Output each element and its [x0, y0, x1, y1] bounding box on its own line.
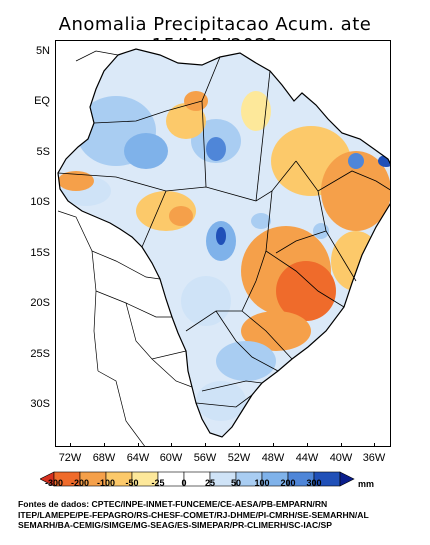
lon-label-44w: 44W — [295, 452, 319, 464]
legend-label-minus300: -300 — [44, 478, 63, 488]
lat-label-20s: 20S — [30, 297, 50, 309]
lon-label-72w: 72W — [58, 452, 82, 464]
lat-label-5s: 5S — [36, 146, 50, 158]
legend-label-200: 200 — [280, 478, 296, 488]
sources-line-2: ITEP/LAMEPE/PE-FEPAGRO/RS-CHESF-COMET/RJ… — [18, 509, 369, 520]
legend-label-minus100: -100 — [96, 478, 115, 488]
lat-label-25s: 25S — [30, 348, 50, 360]
lon-label-60w: 60W — [159, 452, 183, 464]
legend-label-minus50: -50 — [125, 478, 139, 488]
legend-label-minus200: -200 — [70, 478, 89, 488]
legend-label-50: 50 — [230, 478, 241, 488]
lat-label-10s: 10S — [30, 196, 50, 208]
legend-label-25: 25 — [204, 478, 215, 488]
lon-label-36w: 36W — [362, 452, 386, 464]
lon-label-52w: 52W — [227, 452, 251, 464]
legend-unit: mm — [358, 479, 375, 489]
legend-label-100: 100 — [254, 478, 270, 488]
sources-line-1: Fontes de dados: CPTEC/INPE-INMET-FUNCEM… — [18, 499, 328, 509]
lon-label-64w: 64W — [126, 452, 150, 464]
lon-label-48w: 48W — [261, 452, 285, 464]
sources-line-3: SEMARH/BA-CEMIG/SIMGE/MG-SEAG/ES-SIMEPAR… — [18, 520, 333, 530]
legend-label-300: 300 — [306, 478, 322, 488]
precipitation-anomaly-map — [55, 40, 391, 447]
lon-label-56w: 56W — [193, 452, 217, 464]
lat-label-eq: EQ — [34, 95, 50, 107]
lat-label-5n: 5N — [35, 45, 50, 57]
lon-label-68w: 68W — [92, 452, 116, 464]
data-sources: Fontes de dados: CPTEC/INPE-INMET-FUNCEM… — [18, 499, 428, 531]
lon-label-40w: 40W — [329, 452, 353, 464]
lat-label-15s: 15S — [30, 247, 50, 259]
color-legend-bar — [40, 471, 355, 487]
legend-label-minus25: -25 — [151, 478, 165, 488]
lat-label-30s: 30S — [30, 398, 50, 410]
legend-label-0: 0 — [181, 478, 187, 488]
